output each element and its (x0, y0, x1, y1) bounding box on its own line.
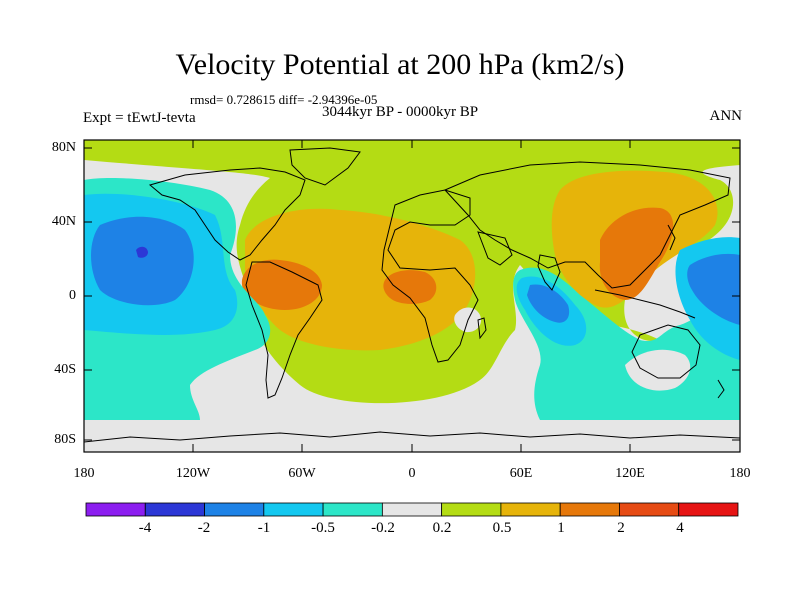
colorbar-swatch (441, 502, 502, 517)
colorbar-swatch (204, 502, 265, 517)
axis-ticks (83, 140, 741, 452)
colorbar-label: 4 (676, 520, 684, 536)
lon-label-0: 0 (408, 466, 416, 481)
colorbar-label: 0.5 (492, 520, 512, 536)
season-label: ANN (709, 108, 743, 124)
colorbar-label: -0.5 (311, 520, 335, 536)
lon-label-180e: 180 (729, 466, 751, 481)
colorbar-label: 1 (557, 520, 565, 536)
experiment-label: Expt = tEwtJ-tevta (83, 110, 196, 126)
lon-label-120e: 120E (615, 466, 645, 481)
colorbar-swatch (322, 502, 383, 517)
colorbar-swatch (144, 502, 205, 517)
colorbar-swatch (619, 502, 680, 517)
colorbar-swatch (263, 502, 324, 517)
chart-title: Velocity Potential at 200 hPa (km2/s) (175, 48, 625, 81)
colorbar-label: -2 (197, 520, 211, 536)
lon-label-120w: 120W (175, 466, 211, 481)
contour-1-sa (241, 259, 322, 310)
colorbar-label: 2 (617, 520, 625, 536)
velocity-potential-field (84, 140, 740, 452)
colorbar-swatch (559, 502, 620, 517)
lon-label-60e: 60E (509, 466, 533, 481)
colorbar-label: 0.2 (432, 520, 452, 536)
colorbar-swatch (381, 502, 443, 517)
contour-neg-pacific-w-3 (91, 216, 194, 306)
contour-1-af (383, 270, 437, 304)
lon-label-60w: 60W (288, 466, 316, 481)
colorbar (85, 502, 739, 517)
lat-label-80n: 80N (51, 140, 76, 155)
lat-label-80s: 80S (54, 432, 76, 447)
contour-neg-pacific-w-core (136, 246, 148, 258)
colorbar-label: -0.2 (371, 520, 395, 536)
lon-label-180w: 180 (73, 466, 95, 481)
contour-1-ea (599, 207, 674, 300)
colorbar-swatch (678, 502, 739, 517)
lat-label-40n: 40N (51, 214, 76, 229)
lat-label-0: 0 (69, 288, 76, 303)
contour-0.5-west (245, 208, 476, 351)
contour-neg-indian-3 (527, 284, 570, 323)
colorbar-label: -1 (257, 520, 271, 536)
colorbar-label: -4 (138, 520, 152, 536)
colorbar-swatch (500, 502, 561, 517)
contour-neg-pacific-e-2 (687, 253, 740, 325)
coastlines (84, 147, 740, 443)
lat-label-40s: 40S (54, 362, 76, 377)
stats-text: rmsd= 0.728615 diff= -2.94396e-05 (190, 92, 378, 107)
contour-zero-australia (625, 349, 691, 391)
colorbar-swatch (85, 502, 146, 517)
period-label: 3044kyr BP - 0000kyr BP (322, 104, 479, 120)
